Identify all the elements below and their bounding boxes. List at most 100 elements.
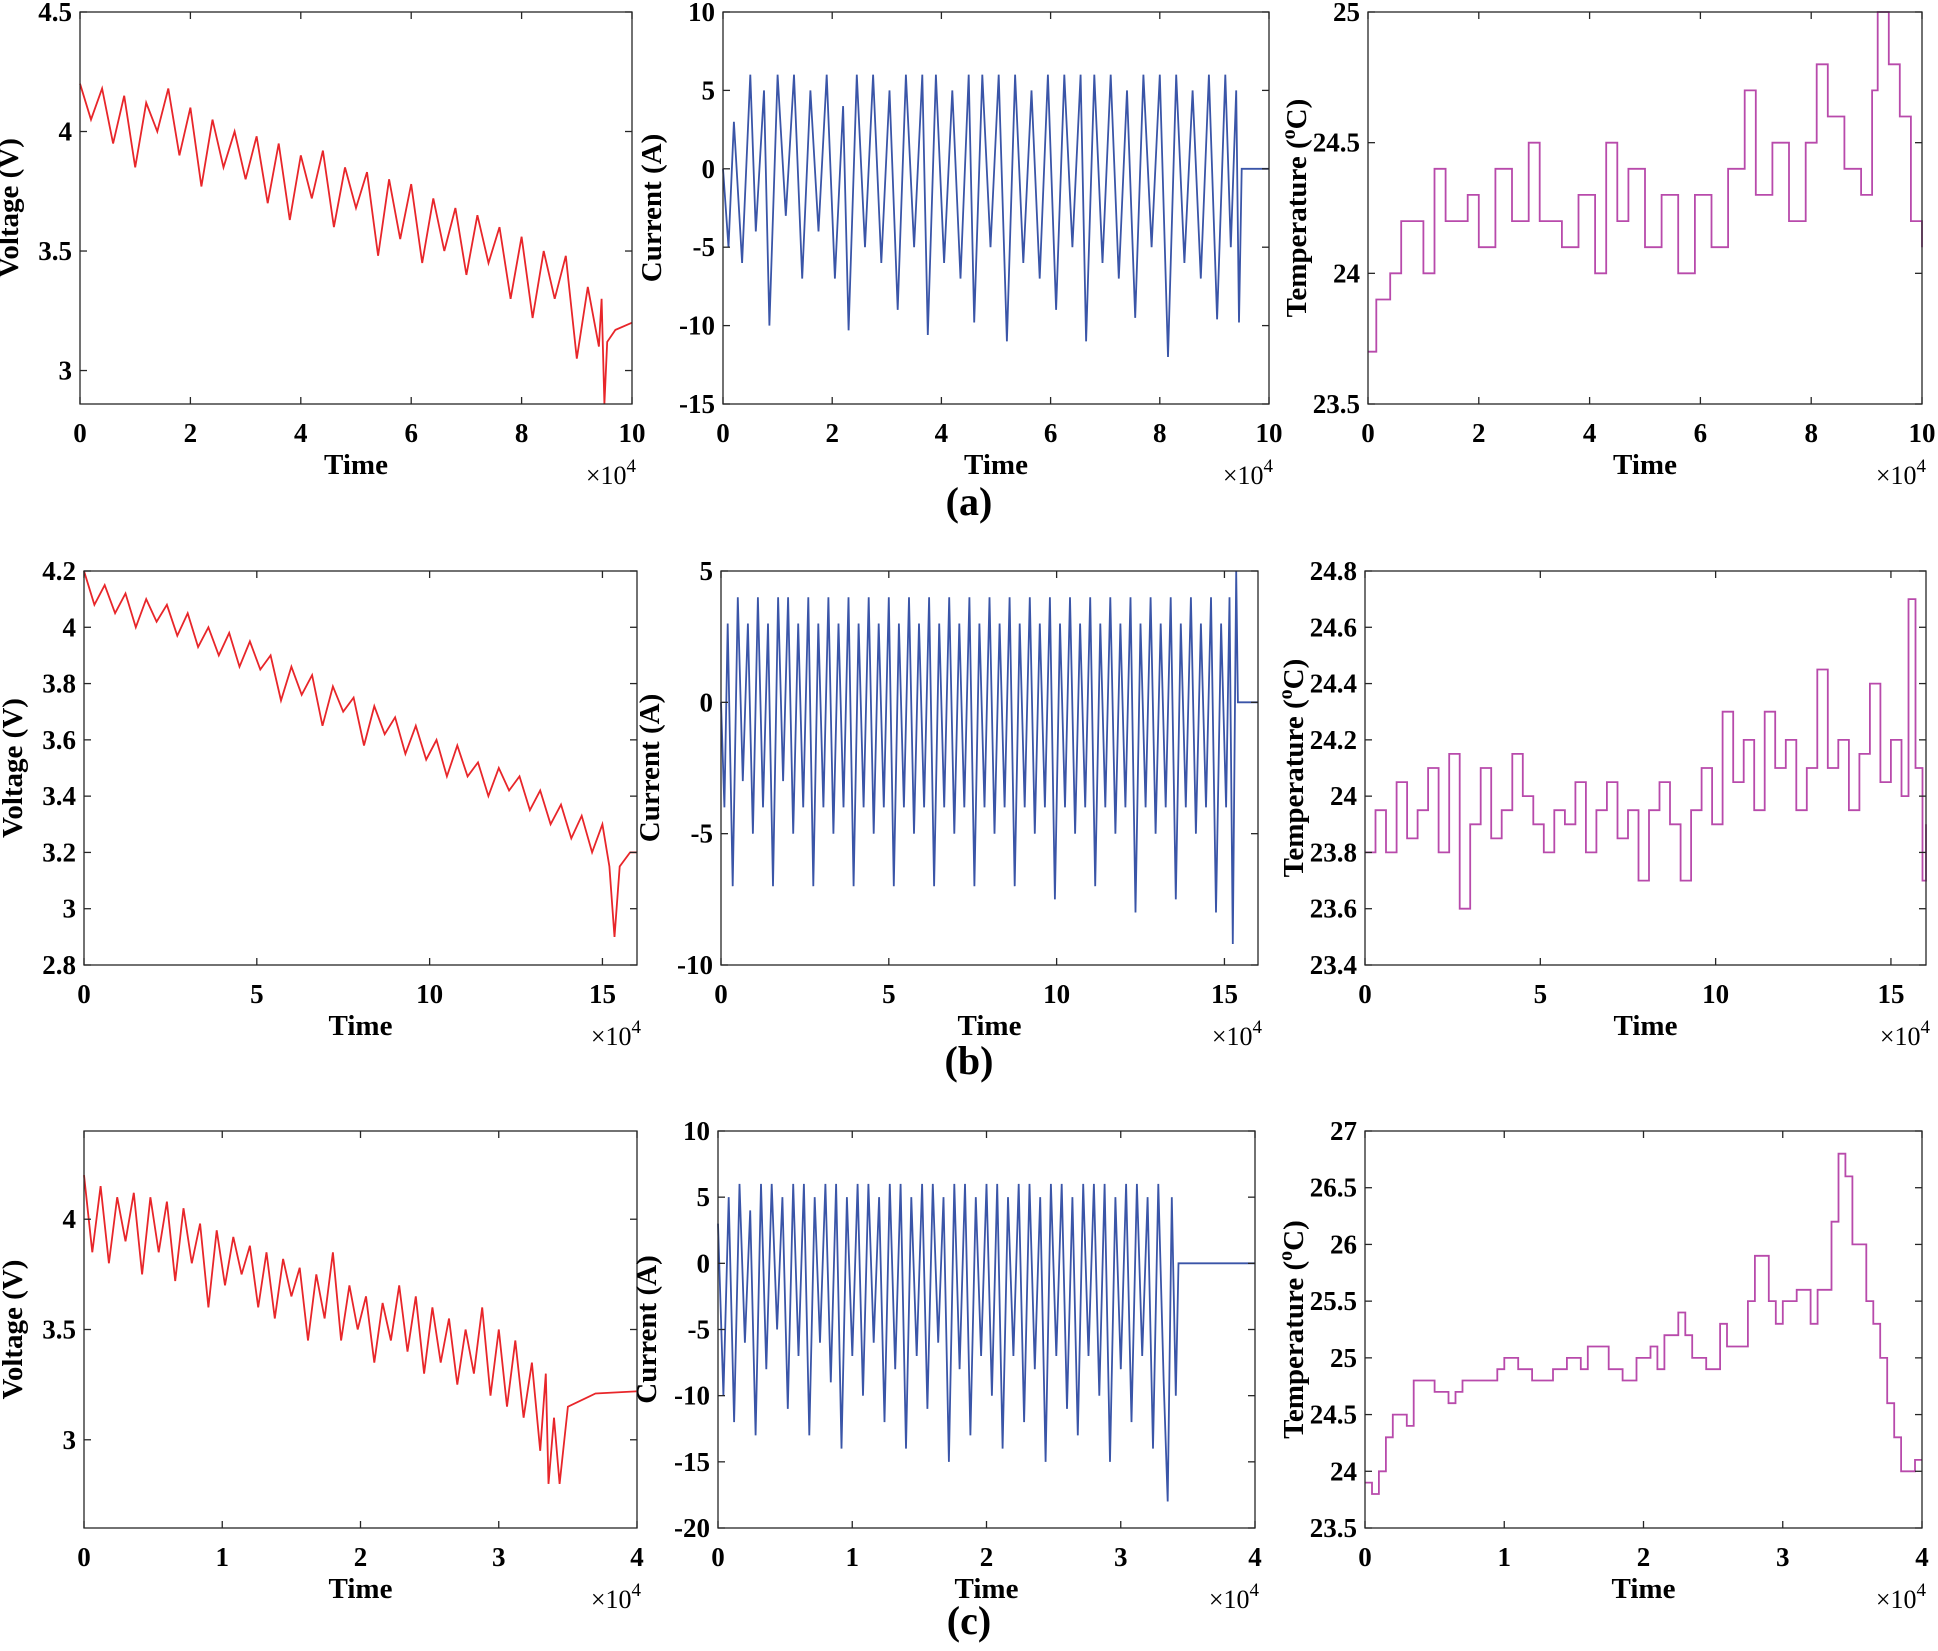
y-axis-label-text: Voltage (V) <box>0 138 25 278</box>
data-series-line <box>717 1183 1255 1502</box>
panel-caption-c: (c) <box>946 1598 992 1643</box>
y-tick-label: 25 <box>1330 1343 1357 1373</box>
x-tick-label: 6 <box>404 418 418 448</box>
y-tick-label: 4 <box>63 1204 77 1234</box>
x-tick-label: 15 <box>589 979 616 1009</box>
y-tick-label: 24.5 <box>1313 128 1360 158</box>
x-tick-label: 10 <box>416 979 443 1009</box>
x-tick-label: 5 <box>882 979 896 1009</box>
y-axis-label-superscript: o <box>1275 689 1297 699</box>
x-multiplier-exponent: 4 <box>1250 1580 1260 1601</box>
data-series-line <box>83 570 637 937</box>
y-tick-label: 3 <box>63 1425 77 1455</box>
y-tick-label: 10 <box>688 0 715 27</box>
axes-box <box>1367 11 1923 405</box>
x-multiplier: ×104 <box>591 1580 642 1614</box>
data-series-line <box>720 570 1258 945</box>
x-tick-label: 3 <box>1776 1542 1790 1572</box>
x-tick-label: 6 <box>1044 418 1058 448</box>
y-axis-label-text: Current (A) <box>631 1255 663 1403</box>
x-tick-label: 0 <box>1358 1542 1372 1572</box>
y-axis-label: Voltage (V) <box>0 1260 29 1400</box>
x-axis-label: Time <box>958 1010 1022 1042</box>
x-tick-label: 15 <box>1211 979 1238 1009</box>
x-axis-label: Time <box>324 449 388 481</box>
y-tick-label: 5 <box>702 75 716 105</box>
y-tick-label: 0 <box>702 154 716 184</box>
x-tick-label: 3 <box>492 1542 506 1572</box>
y-axis-label: Temperature (oC) <box>1275 1220 1310 1439</box>
x-tick-label: 2 <box>1472 418 1486 448</box>
x-tick-label: 6 <box>1694 418 1708 448</box>
y-axis-label: Temperature (oC) <box>1278 99 1313 318</box>
y-tick-label: -5 <box>693 232 716 262</box>
x-tick-label: 5 <box>1534 979 1548 1009</box>
y-tick-label: 24.8 <box>1310 556 1357 586</box>
y-axis-label-text: Current (A) <box>636 134 668 282</box>
x-multiplier-exponent: 4 <box>1917 456 1927 477</box>
panel-caption-a: (a) <box>945 479 993 524</box>
x-tick-label: 0 <box>1361 418 1375 448</box>
y-tick-label: 24.6 <box>1310 612 1357 642</box>
x-tick-label: 15 <box>1877 979 1904 1009</box>
x-tick-label: 0 <box>711 1542 725 1572</box>
y-axis-label-text: Voltage (V) <box>0 698 29 838</box>
x-multiplier: ×104 <box>1880 1017 1931 1051</box>
y-tick-label: 4 <box>63 612 77 642</box>
chart-4: 0 5 10 15 2.8 3 3.2 3.4 3.6 3.8 4 4.2 Time ×104 Voltag… <box>0 556 642 1051</box>
y-tick-label: 3.5 <box>38 236 72 266</box>
axes-box <box>83 570 638 966</box>
y-tick-label: 0 <box>697 1248 711 1278</box>
y-tick-label: 24.4 <box>1310 669 1357 699</box>
y-axis-label-text: Temperature ( <box>1278 1261 1310 1439</box>
y-axis-label: Temperature (oC) <box>1275 659 1310 878</box>
x-tick-label: 10 <box>1702 979 1729 1009</box>
data-series-line <box>1365 1152 1922 1495</box>
x-multiplier-exponent: 4 <box>632 1580 642 1601</box>
y-tick-label: 23.4 <box>1310 950 1357 980</box>
x-tick-label: 4 <box>1248 1542 1262 1572</box>
y-tick-label: 23.5 <box>1313 389 1360 419</box>
x-tick-label: 2 <box>184 418 198 448</box>
y-axis-label-text: Voltage (V) <box>0 1260 29 1400</box>
y-tick-label: 24 <box>1333 258 1360 288</box>
x-axis-label: Time <box>1614 1010 1678 1042</box>
x-tick-label: 2 <box>1637 1542 1651 1572</box>
x-axis-label: Time <box>329 1010 393 1042</box>
y-tick-label: 23.5 <box>1310 1513 1357 1543</box>
y-axis-label-unit: C) <box>1278 1220 1310 1251</box>
data-series-line <box>79 83 633 405</box>
chart-5: 0 5 10 15 -10 -5 0 5 Time ×104 Current (A) <box>634 556 1263 1051</box>
x-multiplier: ×104 <box>1876 456 1927 490</box>
x-tick-label: 5 <box>250 979 264 1009</box>
y-tick-label: 3.4 <box>42 781 76 811</box>
x-tick-label: 8 <box>515 418 529 448</box>
x-tick-label: 10 <box>619 418 646 448</box>
y-tick-label: 27 <box>1330 1116 1357 1146</box>
y-tick-label: 5 <box>697 1182 711 1212</box>
x-axis-label: Time <box>1612 1573 1676 1605</box>
chart-7: 0 1 2 3 4 3 3.5 4 Time ×104 Voltage (V) <box>0 1130 644 1614</box>
y-tick-label: 23.8 <box>1310 837 1357 867</box>
x-multiplier: ×104 <box>591 1017 642 1051</box>
y-axis-label-unit: C) <box>1278 659 1310 690</box>
y-tick-label: 4.5 <box>38 0 72 27</box>
x-multiplier: ×104 <box>1212 1017 1263 1051</box>
y-tick-label: -5 <box>691 819 714 849</box>
x-tick-label: 4 <box>294 418 308 448</box>
y-axis-label-text: Current (A) <box>634 694 666 842</box>
y-tick-label: 3 <box>63 894 77 924</box>
y-axis-label-superscript: o <box>1278 129 1300 139</box>
y-tick-label: 2.8 <box>42 950 76 980</box>
x-multiplier: ×104 <box>1223 456 1274 490</box>
x-tick-label: 4 <box>1583 418 1597 448</box>
y-tick-label: 10 <box>683 1116 710 1146</box>
chart-9: 0 1 2 3 4 23.5 24 24.5 25 25.5 26 26.5 27 Time ×104 Tem… <box>1275 1116 1929 1614</box>
x-tick-label: 0 <box>73 418 87 448</box>
y-tick-label: 24 <box>1330 781 1357 811</box>
y-axis-label: Current (A) <box>631 1255 663 1403</box>
y-axis-label-unit: C) <box>1281 99 1313 130</box>
axes-box <box>79 11 633 405</box>
